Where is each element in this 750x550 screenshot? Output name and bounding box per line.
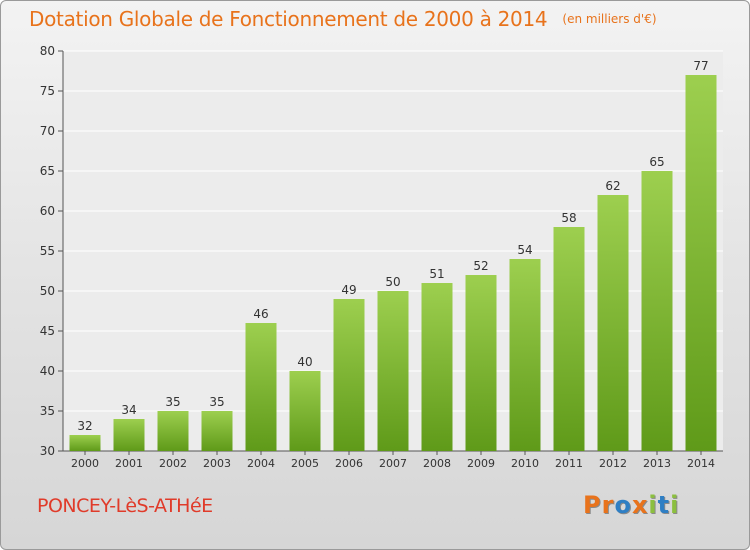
value-label-2008: 51 <box>429 267 444 281</box>
value-label-2004: 46 <box>253 307 268 321</box>
y-tick-label: 30 <box>40 444 55 458</box>
proxiti-logo: Proxiti <box>583 491 679 519</box>
x-tick-label-2003: 2003 <box>203 457 231 470</box>
bar-2011 <box>553 227 585 451</box>
value-label-2014: 77 <box>693 59 708 73</box>
y-tick-label: 45 <box>40 324 55 338</box>
x-tick-label-2014: 2014 <box>687 457 715 470</box>
bar-2006 <box>333 299 365 451</box>
x-tick-label-2002: 2002 <box>159 457 187 470</box>
logo-letter: P <box>583 491 602 519</box>
y-tick-label: 60 <box>40 204 55 218</box>
chart-subtitle: (en milliers d'€) <box>562 12 657 26</box>
value-label-2011: 58 <box>561 211 576 225</box>
logo-letter: o <box>614 491 632 519</box>
x-tick-label-2012: 2012 <box>599 457 627 470</box>
value-label-2001: 34 <box>121 403 136 417</box>
x-tick-label-2005: 2005 <box>291 457 319 470</box>
bar-2010 <box>509 259 541 451</box>
y-tick-label: 40 <box>40 364 55 378</box>
bar-2007 <box>377 291 409 451</box>
bar-2012 <box>597 195 629 451</box>
logo-letter: x <box>631 491 649 519</box>
x-tick-label-2006: 2006 <box>335 457 363 470</box>
y-tick-label: 35 <box>40 404 55 418</box>
x-tick-label-2001: 2001 <box>115 457 143 470</box>
y-tick-label: 65 <box>40 164 55 178</box>
y-tick-label: 80 <box>40 44 55 58</box>
value-label-2002: 35 <box>165 395 180 409</box>
bar-2000 <box>69 435 101 451</box>
y-tick-label: 70 <box>40 124 55 138</box>
bar-2002 <box>157 411 189 451</box>
bar-2004 <box>245 323 277 451</box>
bar-2013 <box>641 171 673 451</box>
x-tick-label-2008: 2008 <box>423 457 451 470</box>
bar-2009 <box>465 275 497 451</box>
value-label-2012: 62 <box>605 179 620 193</box>
value-label-2010: 54 <box>517 243 532 257</box>
bar-2014 <box>685 75 717 451</box>
chart-title: Dotation Globale de Fonctionnement de 20… <box>29 7 548 31</box>
logo-letter: t <box>657 491 671 519</box>
chart-title-row: Dotation Globale de Fonctionnement de 20… <box>29 7 657 31</box>
x-tick-label-2000: 2000 <box>71 457 99 470</box>
value-label-2000: 32 <box>77 419 92 433</box>
x-tick-label-2013: 2013 <box>643 457 671 470</box>
value-label-2013: 65 <box>649 155 664 169</box>
value-label-2003: 35 <box>209 395 224 409</box>
bar-2003 <box>201 411 233 451</box>
y-tick-label: 75 <box>40 84 55 98</box>
value-label-2009: 52 <box>473 259 488 273</box>
value-label-2005: 40 <box>297 355 312 369</box>
logo-letter: i <box>648 491 658 519</box>
bar-layer <box>69 75 717 451</box>
x-tick-label-2010: 2010 <box>511 457 539 470</box>
x-tick-label-2007: 2007 <box>379 457 407 470</box>
logo-letter: r <box>601 491 615 519</box>
value-label-2006: 49 <box>341 283 356 297</box>
logo-letter: i <box>670 491 680 519</box>
y-tick-label: 50 <box>40 284 55 298</box>
x-tick-label-2004: 2004 <box>247 457 275 470</box>
bar-2001 <box>113 419 145 451</box>
bar-2008 <box>421 283 453 451</box>
y-tick-label: 55 <box>40 244 55 258</box>
label-layer: 32 2000 34 2001 35 2002 35 2003 46 2004 40 2005 49 20… <box>71 59 715 470</box>
commune-name: PONCEY-LèS-ATHéE <box>37 495 213 517</box>
bar-2005 <box>289 371 321 451</box>
x-tick-label-2009: 2009 <box>467 457 495 470</box>
value-label-2007: 50 <box>385 275 400 289</box>
x-tick-label-2011: 2011 <box>555 457 583 470</box>
